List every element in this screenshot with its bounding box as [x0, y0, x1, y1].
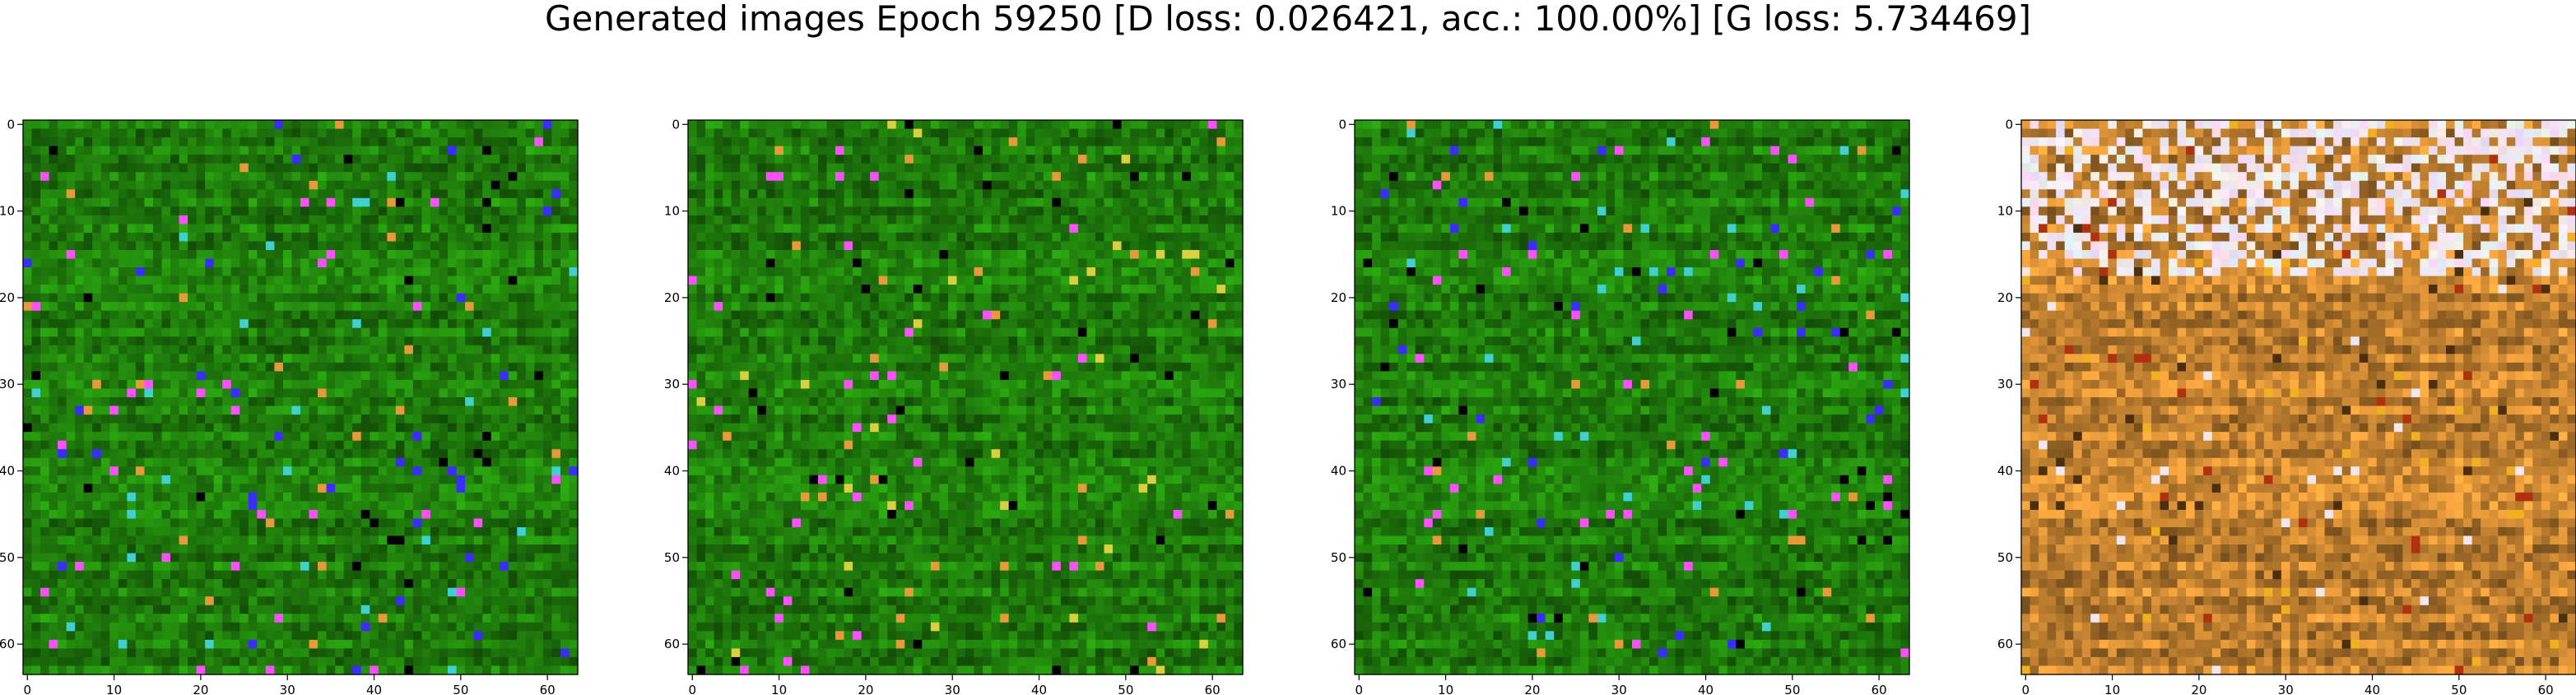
x-tick-label-2-4: 40	[1031, 683, 1047, 695]
image-panel-3: 0 10 20 30 40 50 60 0 10 20 30 40 50 60	[1331, 117, 1910, 695]
y-tick-label-1-1: 10	[0, 204, 15, 219]
x-tick-label-1-2: 20	[193, 683, 208, 695]
y-tick-label-2-5: 50	[664, 550, 680, 565]
x-tick-label-4-4: 40	[2364, 683, 2380, 695]
x-tick-label-2-1: 10	[771, 683, 787, 695]
axes-frame-4	[2020, 119, 2576, 675]
y-tick-label-1-4: 40	[0, 464, 15, 479]
y-tick-label-3-5: 50	[1331, 550, 1346, 565]
y-tick-label-4-5: 50	[1997, 550, 2013, 565]
x-tick-label-2-5: 50	[1118, 683, 1133, 695]
x-tick-label-3-4: 40	[1698, 683, 1713, 695]
axes-frame-3	[1354, 119, 1910, 675]
x-tick-label-4-0: 0	[2021, 683, 2030, 695]
y-tick-label-2-0: 0	[672, 117, 680, 132]
y-tick-label-1-6: 60	[0, 637, 15, 651]
x-tick-label-1-6: 60	[540, 683, 556, 695]
image-panel-4: 0 10 20 30 40 50 60 0 10 20 30 40 50 60	[1997, 117, 2576, 695]
x-tick-label-3-1: 10	[1438, 683, 1453, 695]
y-tick-label-4-6: 60	[1997, 637, 2013, 651]
x-tick-label-2-0: 0	[688, 683, 696, 695]
y-tick-label-2-1: 10	[664, 204, 680, 219]
generated-image-2	[688, 120, 1244, 675]
y-tick-label-2-6: 60	[664, 637, 680, 651]
figure-title: Generated images Epoch 59250 [D loss: 0.…	[544, 0, 2032, 39]
x-tick-label-3-0: 0	[1355, 683, 1363, 695]
x-tick-label-1-0: 0	[23, 683, 31, 695]
x-tick-label-2-2: 20	[858, 683, 873, 695]
y-tick-label-2-3: 30	[664, 377, 680, 392]
y-tick-label-3-2: 20	[1331, 290, 1346, 305]
y-tick-label-3-1: 10	[1331, 204, 1346, 219]
x-tick-label-4-2: 20	[2191, 683, 2206, 695]
x-tick-label-1-3: 30	[280, 683, 295, 695]
axes-frame-1	[22, 119, 579, 675]
image-panel-1: 0 10 20 30 40 50 60 0 10 20 30 40 50 60	[0, 117, 579, 695]
x-tick-label-3-6: 60	[1872, 683, 1887, 695]
x-tick-label-4-6: 60	[2538, 683, 2554, 695]
generated-image-4	[2021, 120, 2576, 675]
y-tick-label-1-2: 20	[0, 290, 15, 305]
generated-image-1	[23, 120, 579, 675]
y-tick-label-1-3: 30	[0, 377, 15, 392]
x-tick-label-1-4: 40	[366, 683, 382, 695]
x-tick-label-2-3: 30	[945, 683, 960, 695]
y-tick-label-4-4: 40	[1997, 464, 2013, 479]
y-tick-label-4-2: 20	[1997, 290, 2013, 305]
x-tick-label-3-2: 20	[1524, 683, 1540, 695]
generated-image-3	[1355, 120, 1910, 675]
x-tick-label-3-5: 50	[1784, 683, 1800, 695]
y-tick-label-2-4: 40	[664, 464, 680, 479]
y-tick-label-3-4: 40	[1331, 464, 1346, 479]
x-tick-label-3-3: 30	[1611, 683, 1627, 695]
x-tick-label-2-6: 60	[1205, 683, 1221, 695]
y-tick-label-4-3: 30	[1997, 377, 2013, 392]
y-tick-label-1-5: 50	[0, 550, 15, 565]
axes-frame-2	[687, 119, 1244, 675]
x-tick-label-4-1: 10	[2104, 683, 2120, 695]
x-tick-label-4-3: 30	[2278, 683, 2294, 695]
y-tick-label-4-1: 10	[1997, 204, 2013, 219]
y-tick-label-3-6: 60	[1331, 637, 1346, 651]
y-tick-label-4-0: 0	[2005, 117, 2013, 132]
image-panel-2: 0 10 20 30 40 50 60 0 10 20 30 40 50 60	[664, 117, 1244, 695]
x-tick-label-1-1: 10	[106, 683, 122, 695]
y-tick-label-3-3: 30	[1331, 377, 1346, 392]
y-tick-label-3-0: 0	[1338, 117, 1346, 132]
y-tick-label-1-0: 0	[7, 117, 15, 132]
x-tick-label-4-5: 50	[2451, 683, 2467, 695]
y-tick-label-2-2: 20	[664, 290, 680, 305]
x-tick-label-1-5: 50	[453, 683, 468, 695]
